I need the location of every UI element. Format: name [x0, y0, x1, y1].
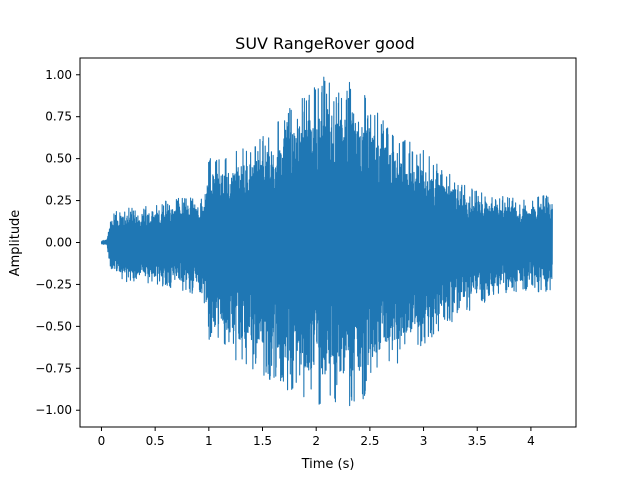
y-tick-label: −0.25: [35, 277, 72, 291]
y-tick-label: 0.50: [45, 152, 72, 166]
y-tick-label: −1.00: [35, 403, 72, 417]
x-tick-label: 1: [205, 434, 213, 448]
x-axis-label: Time (s): [301, 457, 355, 472]
x-tick-label: 0: [98, 434, 106, 448]
x-tick-label: 3: [420, 434, 428, 448]
plot-area: [100, 76, 553, 407]
x-tick-label: 3.5: [468, 434, 487, 448]
y-axis: −1.00 −0.75 −0.50 −0.25 0.00 0.25 0.50 0.75 1.00: [35, 68, 80, 417]
x-tick-label: 0.5: [146, 434, 165, 448]
y-tick-label: −0.75: [35, 361, 72, 375]
x-tick-label: 2.5: [360, 434, 379, 448]
x-tick-label: 1.5: [253, 434, 272, 448]
x-tick-label: 2: [312, 434, 320, 448]
y-tick-label: 0.25: [45, 194, 72, 208]
y-tick-label: 0.00: [45, 236, 72, 250]
y-tick-label: 1.00: [45, 68, 72, 82]
waveform-series-line: [100, 76, 553, 407]
series-layer: [100, 76, 553, 407]
y-axis-label: Amplitude: [8, 210, 23, 277]
chart-title: SUV RangeRover good: [235, 34, 415, 53]
y-tick-label: −0.50: [35, 319, 72, 333]
x-axis: 0 0.5 1 1.5 2 2.5 3 3.5 4: [98, 427, 535, 448]
y-tick-label: 0.75: [45, 110, 72, 124]
x-tick-label: 4: [527, 434, 535, 448]
